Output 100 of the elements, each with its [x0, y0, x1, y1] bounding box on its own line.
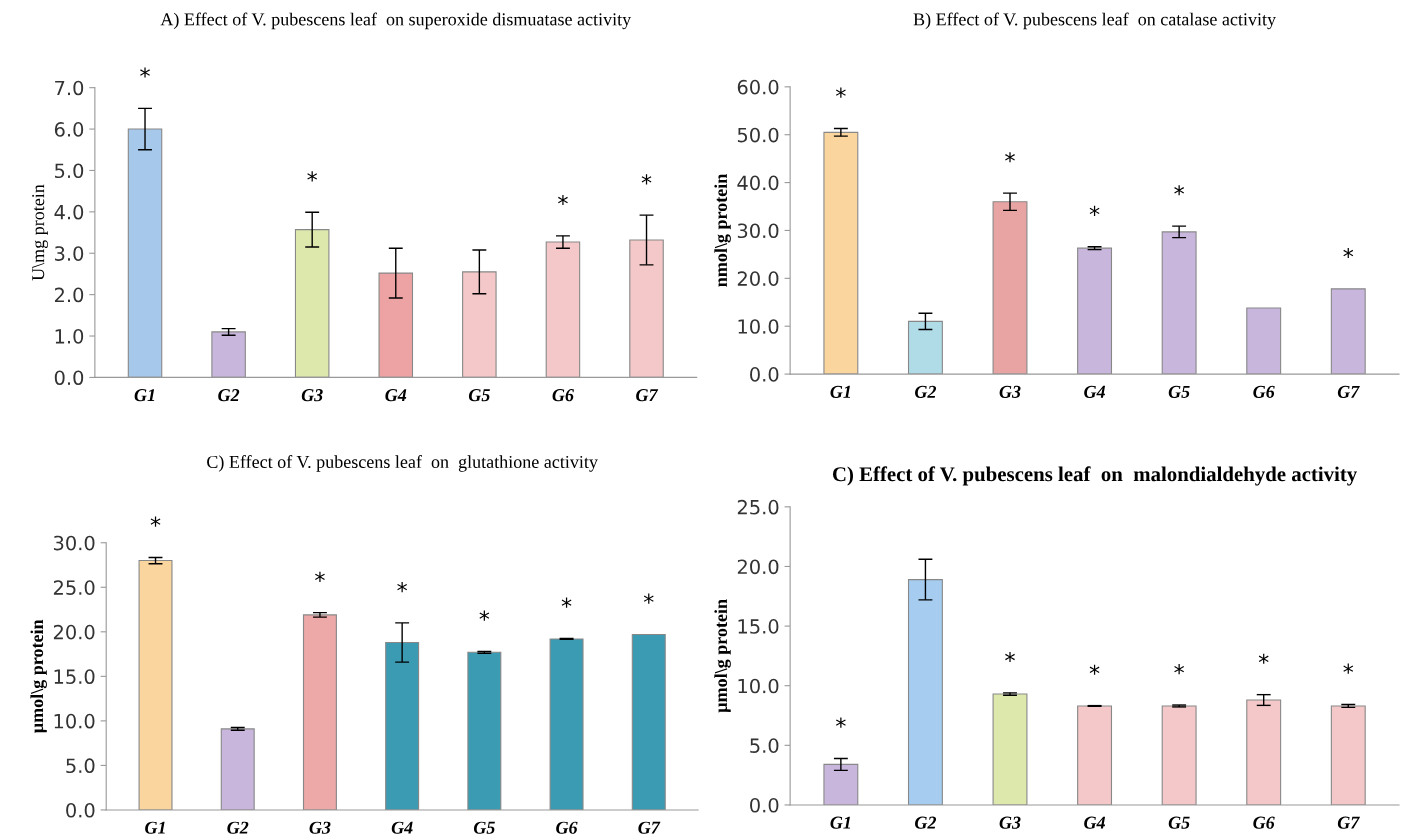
annotation: * [1089, 205, 1100, 216]
bar [462, 271, 497, 378]
bar [907, 579, 943, 805]
x-tick-label: G5 [468, 389, 490, 402]
annotation: * [150, 516, 161, 527]
bar [629, 239, 664, 378]
annotation: * [643, 593, 654, 604]
chart-title: C) Effect of V. pubescens leaf on malondialdehyde activity [832, 466, 1358, 486]
bar [907, 320, 943, 375]
annotation: * [1174, 664, 1185, 675]
bar [127, 128, 163, 378]
y-tick-label: 0.0 [54, 370, 84, 386]
bar [211, 331, 246, 378]
y-tick-label: 60.0 [737, 79, 779, 95]
x-tick-label: G7 [1337, 816, 1360, 829]
y-tick-label: 2.0 [54, 287, 84, 303]
bar [823, 763, 859, 805]
y-tick-label: 30.0 [737, 223, 779, 239]
bar [385, 641, 420, 810]
chart-title: C) Effect of V. pubescens leaf on glutathione activity [207, 455, 598, 472]
annotation: * [479, 610, 490, 621]
chart-title: B) Effect of V. pubescens leaf on catalase activity [913, 12, 1276, 30]
chart-title: A) Effect of V. pubescens leaf on superoxide dismuatase activity [160, 12, 632, 30]
annotation: * [561, 597, 572, 608]
y-tick-label: 40.0 [737, 175, 779, 191]
y-tick-label: 0.0 [750, 797, 779, 813]
y-axis-title: µmol\g protein [30, 619, 47, 733]
annotation: * [835, 87, 846, 98]
annotation: * [558, 194, 568, 206]
annotation: * [1343, 663, 1354, 674]
y-tick-label: 30.0 [53, 535, 95, 551]
y-tick-label: 5.0 [750, 738, 779, 753]
bar [467, 651, 502, 810]
annotation: * [1174, 185, 1185, 196]
bar [1161, 231, 1197, 375]
annotation: * [1258, 653, 1269, 664]
bar [378, 272, 414, 378]
x-tick-label: G3 [999, 816, 1021, 829]
bar [138, 560, 173, 810]
x-tick-label: G2 [915, 816, 937, 829]
annotation: * [1343, 247, 1354, 259]
x-tick-label: G2 [227, 821, 249, 834]
bar [1246, 699, 1282, 805]
y-axis-title: nmol\g protein [714, 173, 731, 287]
x-tick-label: G7 [1337, 385, 1360, 398]
x-tick-label: G7 [638, 821, 661, 834]
x-tick-label: G4 [385, 389, 407, 402]
y-tick-label: 15.0 [738, 619, 779, 634]
bar [1077, 247, 1113, 375]
y-tick-label: 0.0 [66, 802, 95, 818]
y-tick-label: 0.0 [750, 367, 779, 382]
x-tick-label: G6 [552, 389, 574, 402]
y-tick-label: 10.0 [738, 319, 779, 334]
y-tick-label: 10.0 [54, 713, 95, 729]
x-tick-label: G5 [1168, 385, 1190, 398]
annotation: * [1005, 651, 1015, 663]
x-tick-label: G2 [218, 389, 240, 402]
y-tick-label: 6.0 [54, 122, 84, 137]
annotation: * [397, 581, 408, 593]
annotation: * [835, 717, 846, 728]
y-tick-label: 20.0 [53, 624, 95, 640]
annotation: * [1005, 152, 1015, 163]
x-tick-label: G4 [391, 821, 413, 834]
y-tick-label: 50.0 [737, 127, 779, 143]
x-tick-label: G4 [1084, 816, 1106, 829]
x-tick-label: G1 [145, 821, 165, 834]
x-tick-label: G5 [1168, 816, 1190, 829]
x-tick-label: G3 [301, 389, 323, 402]
bar [220, 728, 255, 810]
x-tick-label: G7 [636, 389, 659, 402]
y-axis-title: U\mg protein [32, 184, 48, 281]
y-tick-label: 25.0 [737, 499, 779, 515]
x-tick-label: G6 [1253, 816, 1275, 829]
annotation: * [641, 174, 652, 185]
y-tick-label: 4.0 [54, 204, 84, 220]
x-tick-label: G5 [473, 821, 495, 834]
bar [1246, 307, 1282, 375]
bar [1077, 705, 1113, 805]
bar [1330, 288, 1366, 375]
x-tick-label: G1 [134, 389, 155, 402]
x-tick-label: G3 [309, 821, 331, 834]
y-tick-label: 20.0 [737, 271, 779, 286]
annotation: * [315, 571, 325, 582]
y-tick-label: 1.0 [55, 328, 84, 344]
y-tick-label: 10.0 [738, 678, 779, 694]
bar [992, 201, 1028, 375]
bar [1330, 705, 1366, 805]
y-tick-label: 15.0 [54, 669, 95, 685]
bar [992, 693, 1028, 805]
bar [545, 241, 581, 378]
y-tick-label: 5.0 [55, 163, 84, 179]
x-tick-label: G2 [915, 385, 937, 398]
bar [631, 633, 666, 810]
bar [1161, 705, 1197, 805]
x-tick-label: G6 [556, 821, 578, 834]
annotation: * [307, 171, 318, 182]
annotation: * [140, 67, 150, 78]
x-tick-label: G1 [830, 816, 851, 829]
bar [549, 638, 584, 810]
annotation: * [1089, 664, 1100, 675]
